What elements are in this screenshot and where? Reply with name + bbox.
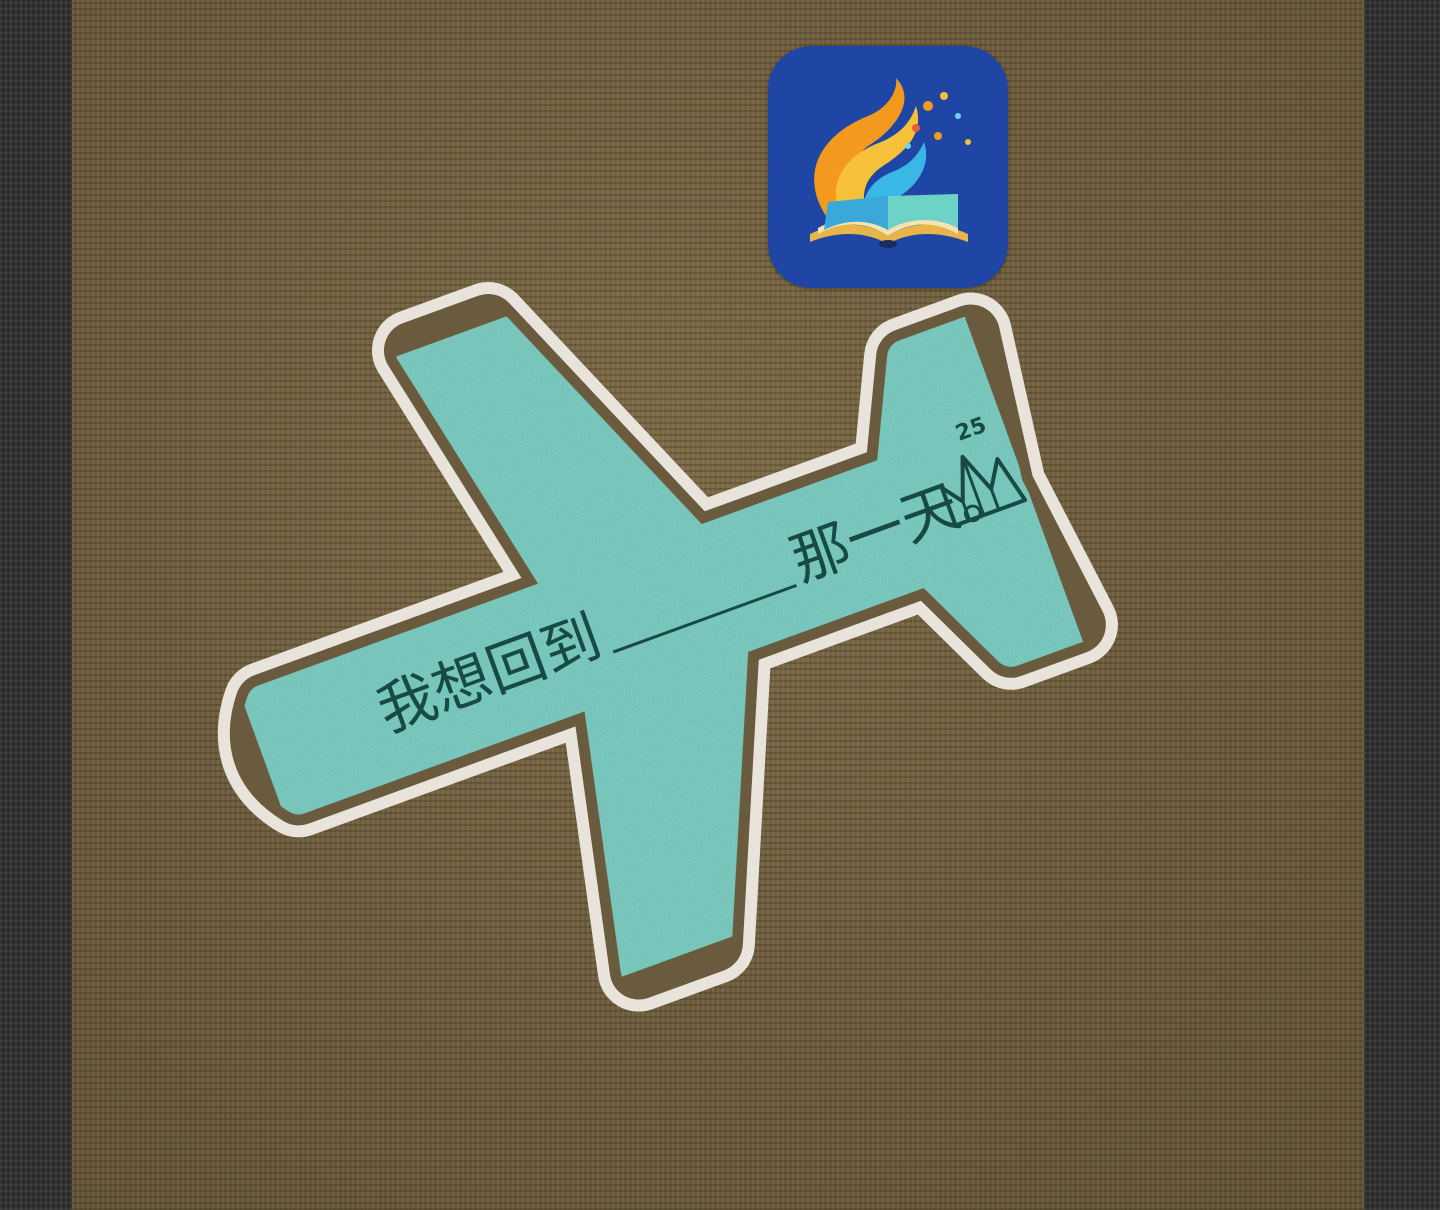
fill-in-blank-line xyxy=(612,583,797,654)
crown-icon xyxy=(939,454,1028,528)
right-dark-fabric-edge xyxy=(1364,0,1440,1210)
crown-lines-icon xyxy=(961,456,1001,521)
book-logo-icon xyxy=(768,46,1008,288)
left-dark-fabric-edge xyxy=(0,0,72,1210)
